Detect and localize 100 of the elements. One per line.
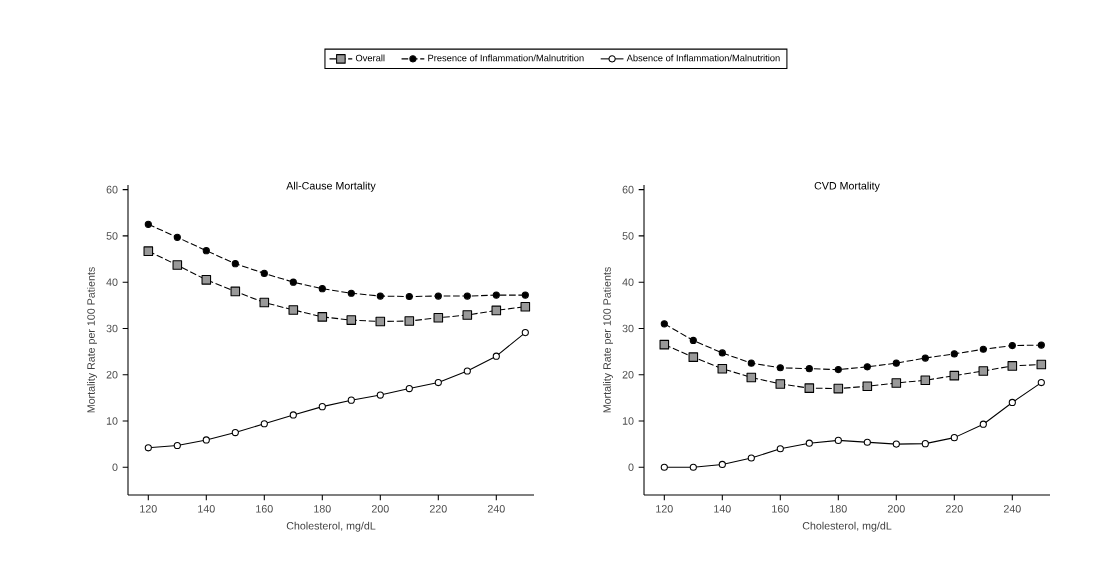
point [376,391,384,399]
point [834,436,842,445]
point [978,366,989,376]
x-tick-label: 240 [487,505,505,513]
y-tick-label: 60 [622,185,634,194]
point [892,440,900,448]
point [776,445,784,453]
y-tick-label: 30 [106,324,118,333]
point [231,428,239,437]
point [921,440,929,448]
point [318,403,326,411]
x-tick-label: 120 [656,505,673,513]
y-tick-label: 40 [106,278,118,286]
point [805,439,813,447]
point [659,339,670,350]
point [775,379,786,389]
y-tick-label: 60 [106,185,118,194]
y-tick-label: 20 [106,370,118,379]
point [862,381,873,392]
point [492,352,500,360]
y-axis-title: Mortality Rate per 100 Patients [86,267,97,413]
point [434,378,442,387]
point [231,260,239,268]
point [863,363,871,371]
point [433,312,444,323]
point [1037,341,1045,349]
point [979,345,987,353]
point [891,378,902,388]
point [289,278,297,286]
y-tick-label: 10 [106,417,118,425]
point [375,316,386,327]
y-tick-label: 40 [622,278,634,286]
point [260,269,268,277]
x-tick-label: 120 [140,505,157,513]
point [463,367,471,375]
point [921,354,929,362]
point [718,460,726,469]
x-axis-title: Cholesterol, mg/dL [286,521,376,532]
point [1036,359,1047,370]
point [521,291,529,299]
point [950,350,958,358]
x-tick-label: 240 [1003,505,1021,513]
x-tick-label: 160 [256,505,273,513]
legend-label: Overall [355,54,385,62]
y-tick-label: 30 [622,324,634,333]
point [434,292,442,300]
point [173,233,181,241]
point [747,454,755,462]
x-tick-label: 180 [830,505,847,513]
point [521,328,529,337]
point [805,365,813,373]
point [230,286,241,297]
point [660,463,668,471]
point [1008,341,1016,350]
x-tick-label: 160 [772,505,789,513]
x-tick-label: 140 [714,505,731,513]
x-tick-label: 220 [429,505,447,513]
point [144,444,152,452]
y-axis-title: Mortality Rate per 100 Patients [603,267,613,413]
point [201,275,212,285]
chart-title: All-Cause Mortality [286,181,376,192]
point [202,247,210,255]
x-tick-label: 140 [198,505,215,513]
y-tick-label: 50 [106,232,118,240]
point [804,383,815,393]
point [492,291,500,299]
y-tick-label: 20 [622,370,634,379]
point [405,384,413,393]
y-tick-label: 0 [112,463,118,472]
point [405,292,413,301]
point [660,320,668,328]
point [746,372,757,383]
point [462,310,473,320]
point [979,420,987,428]
point [346,315,357,325]
x-tick-label: 220 [945,505,963,513]
point [689,463,697,471]
x-tick-label: 200 [371,505,389,513]
point [920,375,931,386]
point [289,411,297,419]
point [950,434,958,442]
point [892,359,900,367]
point [1037,378,1045,387]
x-axis-title: Cholesterol, mg/dL [802,521,892,532]
point [834,366,842,374]
point [833,383,844,394]
point [259,297,270,308]
chart-title: CVD Mortality [814,181,880,192]
x-tick-label: 200 [887,505,905,513]
point [520,301,531,312]
point [144,220,152,228]
point [717,363,728,374]
point [404,316,415,326]
point [949,370,960,381]
point [347,289,355,297]
point [347,396,355,404]
legend-label: Absence of Inflammation/Malnutrition [626,54,780,62]
point [173,441,181,450]
point [463,292,471,300]
x-tick-label: 180 [314,505,331,513]
